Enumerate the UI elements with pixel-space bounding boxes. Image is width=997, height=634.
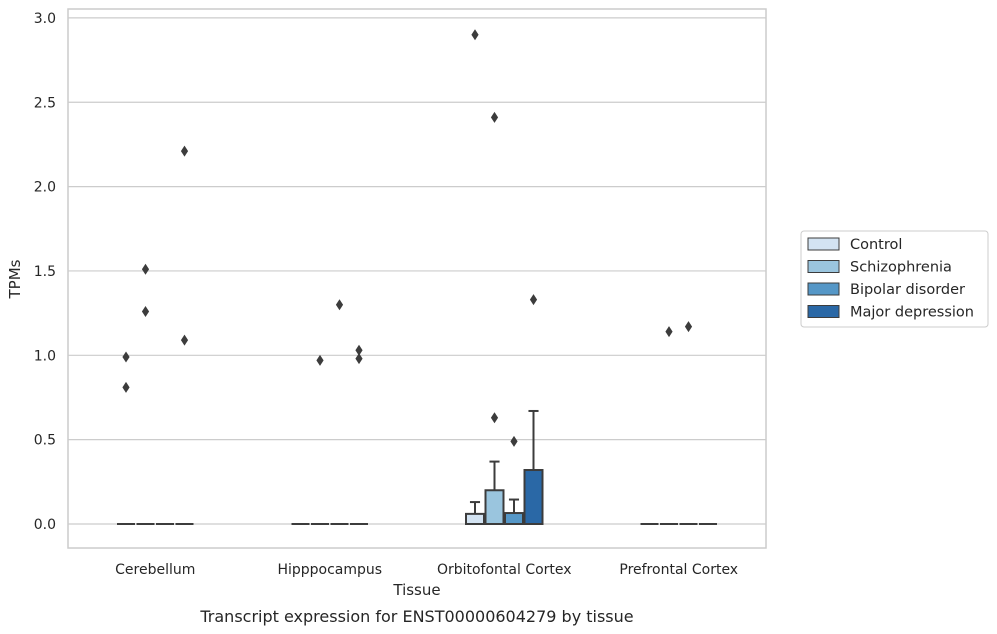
y-tick-label: 0.0 [34, 517, 56, 533]
outlier-point [335, 299, 344, 311]
y-tick-label: 1.0 [34, 348, 56, 364]
outlier-point [122, 381, 130, 393]
gridlines [68, 17, 766, 525]
y-axis-ticks: 0.0 0.5 1.0 1.5 2.0 2.5 3.0 [34, 11, 56, 533]
x-tick-label: Hipppocampus [277, 562, 382, 578]
legend-label: Major depression [850, 305, 974, 321]
x-axis-ticks: Cerebellum Hipppocampus Orbitofontal Corte… [115, 562, 738, 578]
box-control [465, 501, 485, 525]
x-tick-label: Prefrontal Cortex [619, 562, 738, 578]
outlier-point [471, 29, 479, 41]
legend-label: Schizophrenia [850, 260, 952, 276]
y-tick-label: 3.0 [34, 11, 56, 27]
outlier-point [355, 353, 363, 365]
box-body [465, 512, 485, 525]
outlier-point [665, 326, 673, 338]
outlier-point [490, 412, 499, 424]
outlier-point [355, 344, 363, 356]
y-tick-label: 0.5 [34, 433, 56, 449]
legend-swatch [807, 237, 840, 251]
outlier-point [122, 351, 130, 363]
legend-frame [800, 230, 989, 328]
chart-caption: Transcript expression for ENST0000060427… [199, 607, 633, 626]
outlier-point [529, 294, 538, 306]
legend-label: Control [850, 237, 902, 253]
plot-frame [67, 8, 767, 549]
outlier-point [510, 435, 518, 447]
x-tick-label: Orbitofontal Cortex [437, 562, 572, 578]
box-bipolar-disorder [504, 498, 524, 525]
legend-label: Bipolar disorder [850, 282, 965, 298]
y-tick-label: 2.5 [34, 95, 56, 111]
boxes [117, 409, 717, 526]
outlier-point [490, 111, 499, 123]
legend-swatch [807, 282, 840, 296]
y-tick-label: 1.5 [34, 264, 56, 280]
outlier-point [316, 354, 324, 366]
legend: Control Schizophrenia Bipolar disorder Majo… [800, 230, 989, 328]
box-body [523, 469, 544, 525]
x-tick-label: Cerebellum [115, 562, 195, 578]
box-schizophrenia [484, 460, 505, 526]
legend-swatch [807, 305, 840, 318]
box-body [504, 512, 524, 525]
legend-swatch [807, 260, 840, 273]
y-axis-title: TPMs [6, 259, 24, 299]
x-axis-title: Tissue [392, 581, 440, 599]
box-body [484, 489, 505, 526]
box-major-depression [523, 409, 544, 525]
y-tick-label: 2.0 [34, 180, 56, 196]
outlier-point [141, 263, 150, 275]
outlier-point [684, 321, 693, 333]
outliers [122, 29, 693, 447]
outlier-point [180, 334, 189, 346]
outlier-point [180, 145, 189, 157]
outlier-point [141, 305, 150, 317]
